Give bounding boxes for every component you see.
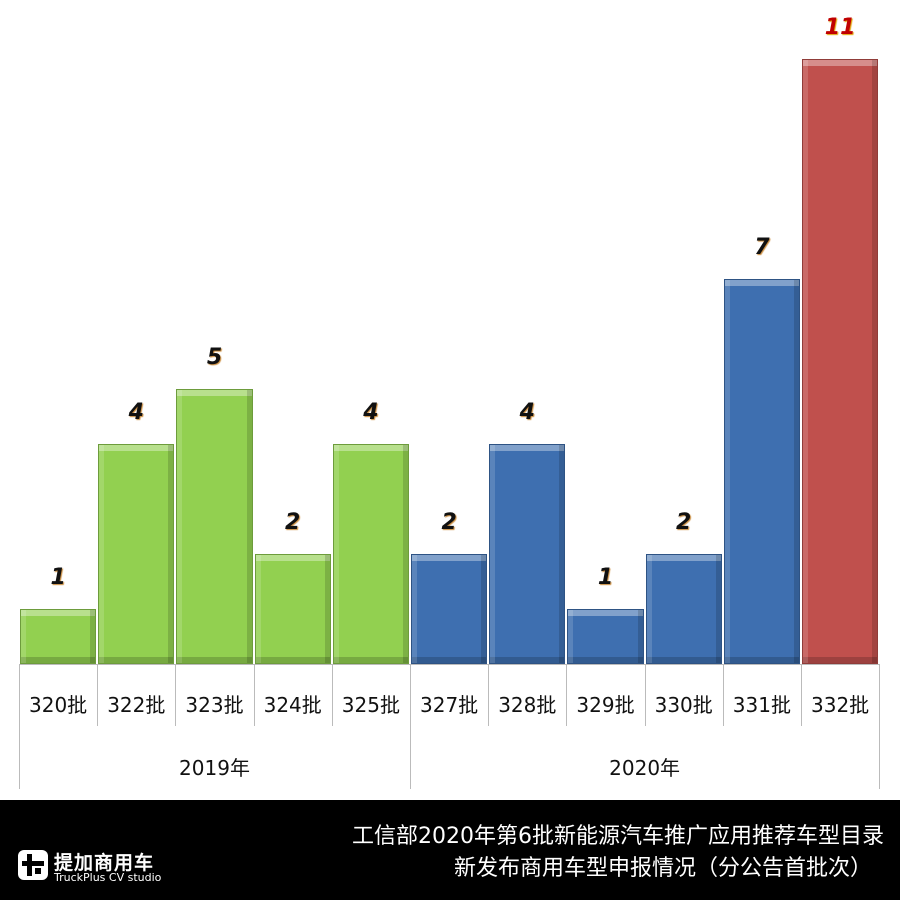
- axis-tick: [645, 664, 646, 726]
- bar-chart: 1 320批 4 322批 5 323批 2 324批 4 325批 2 327批 4 328批 1 329批…: [19, 15, 880, 789]
- axis-tick: [254, 664, 255, 726]
- chart-title-line1: 工信部2020年第6批新能源汽车推广应用推荐车型目录: [352, 824, 884, 849]
- x-axis-line: [19, 664, 880, 665]
- bar-328批: [489, 444, 566, 664]
- chart-title-line2: 新发布商用车型申报情况（分公告首批次）: [453, 856, 872, 881]
- value-label: 5: [206, 345, 223, 370]
- axis-tick: [488, 664, 489, 726]
- value-label: 11: [824, 15, 856, 40]
- x-tick-label: 325批: [341, 693, 400, 717]
- axis-tick: [723, 664, 724, 726]
- bar-325批: [332, 444, 409, 664]
- axis-tick: [566, 664, 567, 726]
- value-label: 1: [50, 565, 66, 590]
- bar-323批: [176, 389, 253, 664]
- group-label-2019: 2019年: [179, 756, 250, 780]
- x-tick-label: 327批: [420, 693, 479, 717]
- value-label: 2: [676, 510, 692, 535]
- truckplus-logo-icon: [18, 850, 48, 880]
- bar-329批: [567, 609, 644, 664]
- x-tick-label: 324批: [263, 693, 322, 717]
- group-label-2020: 2020年: [609, 756, 681, 780]
- x-tick-label: 323批: [185, 693, 244, 717]
- bar-320批: [20, 609, 97, 664]
- x-tick-label: 328批: [498, 693, 557, 717]
- value-label: 4: [519, 400, 535, 425]
- axis-tick: [97, 664, 98, 726]
- value-label: 1: [597, 565, 614, 590]
- axis-tick: [332, 664, 333, 726]
- bar-327批: [411, 554, 488, 664]
- logo-english-name: TruckPlus CV studio: [54, 871, 162, 884]
- axis-tick: [879, 664, 880, 789]
- x-tick-label: 330批: [654, 693, 713, 717]
- x-tick-label: 320批: [29, 693, 88, 717]
- value-label: 4: [363, 400, 379, 425]
- bar-330批: [645, 554, 722, 664]
- bar-332批: [802, 59, 879, 664]
- x-tick-label: 331批: [732, 693, 791, 717]
- footer-banner: [0, 800, 900, 900]
- axis-tick: [175, 664, 176, 726]
- axis-tick: [801, 664, 802, 726]
- x-tick-label: 332批: [811, 693, 870, 717]
- value-label: 7: [754, 235, 770, 260]
- bar-324批: [254, 554, 331, 664]
- bar-331批: [723, 279, 800, 664]
- value-label: 2: [285, 510, 301, 535]
- axis-tick: [19, 664, 20, 789]
- bar-322批: [98, 444, 175, 664]
- axis-tick: [410, 664, 411, 789]
- logo-chinese-name: 提加商用车: [54, 852, 155, 874]
- x-tick-label: 322批: [107, 693, 166, 717]
- x-tick-label: 329批: [576, 693, 635, 717]
- value-label: 2: [441, 510, 457, 535]
- value-label: 4: [128, 400, 144, 425]
